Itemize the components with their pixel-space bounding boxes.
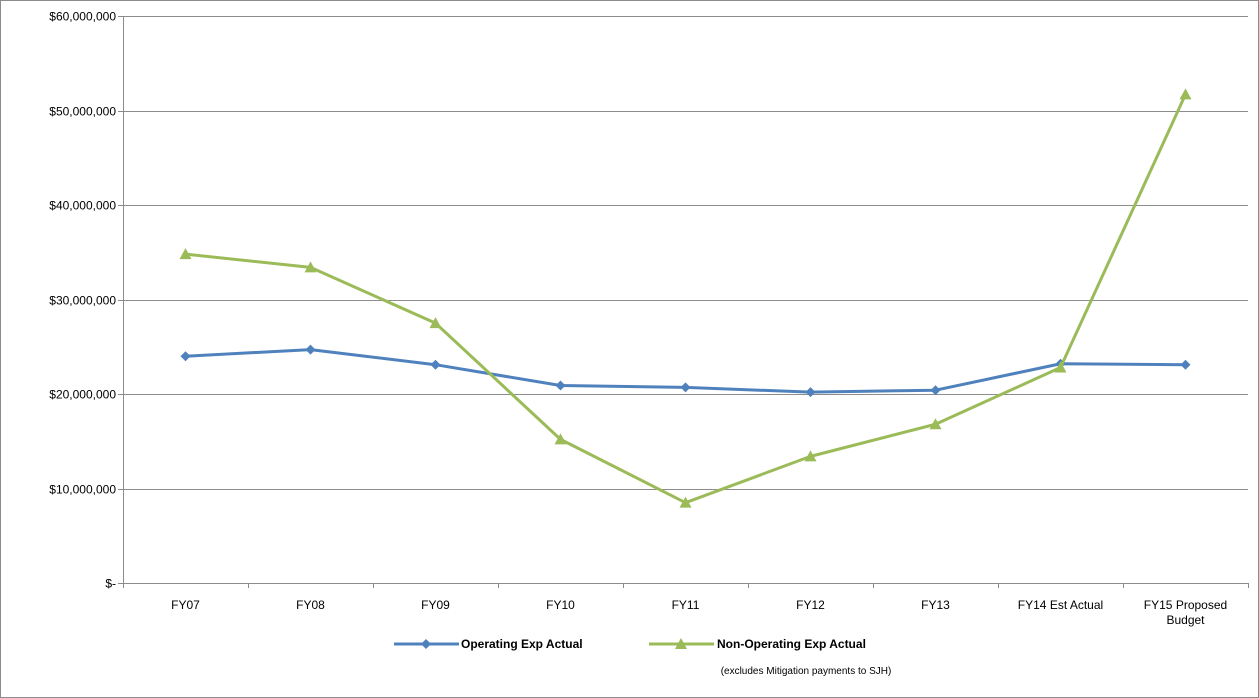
y-tick-label: $20,000,000	[49, 388, 116, 402]
x-tick-label: FY11	[672, 598, 700, 612]
gridlines	[123, 16, 1248, 490]
data-point-non-operating-exp	[1054, 361, 1067, 373]
x-tick-label: FY08	[296, 598, 325, 612]
data-point-non-operating-exp	[804, 450, 817, 462]
axes	[118, 16, 1249, 588]
series-non-operating-exp	[179, 88, 1192, 508]
data-point-non-operating-exp	[929, 418, 942, 430]
data-series	[179, 88, 1192, 508]
legend-footnote: (excludes Mitigation payments to SJH)	[721, 666, 892, 677]
data-point-operating-exp	[1180, 359, 1191, 370]
data-point-non-operating-exp	[304, 261, 317, 273]
data-point-non-operating-exp	[554, 433, 567, 445]
legend-marker-operating-exp	[421, 639, 431, 649]
x-tick-label: FY12	[796, 598, 825, 612]
data-point-operating-exp	[430, 359, 441, 370]
y-tick-label: $50,000,000	[49, 105, 116, 119]
x-tick-label: FY14 Est Actual	[1018, 598, 1103, 612]
legend-marker-non-operating-exp	[675, 638, 687, 649]
y-tick-label: $10,000,000	[49, 483, 116, 497]
x-tick-label: FY07	[171, 598, 200, 612]
x-tick-label: FY09	[421, 598, 450, 612]
legend: Operating Exp Actual Non-Operating Exp Ac…	[394, 637, 866, 651]
legend-label-operating-exp: Operating Exp Actual	[461, 637, 583, 651]
x-axis-tick-labels: FY07 FY08 FY09 FY10 FY11 FY12 FY13 FY14 Est Act…	[171, 598, 1227, 627]
data-point-operating-exp	[555, 380, 566, 391]
data-point-non-operating-exp	[679, 496, 692, 508]
y-tick-label: $60,000,000	[49, 10, 116, 24]
series-operating-exp	[180, 344, 1191, 398]
data-point-operating-exp	[680, 382, 691, 393]
x-tick-label: FY13	[921, 598, 950, 612]
data-point-non-operating-exp	[179, 248, 192, 260]
x-tick-label: FY10	[546, 598, 575, 612]
y-axis-tick-labels: $- $10,000,000 $20,000,000 $30,000,000 $40,0…	[49, 10, 116, 591]
data-point-operating-exp	[305, 344, 316, 355]
y-tick-label: $-	[105, 577, 116, 591]
data-point-operating-exp	[930, 385, 941, 396]
y-tick-label: $30,000,000	[49, 294, 116, 308]
x-tick-label: FY15 Proposed Budget	[1144, 598, 1227, 627]
data-point-non-operating-exp	[1179, 88, 1192, 100]
series-line-non-operating-exp	[185, 93, 1187, 505]
data-point-operating-exp	[180, 351, 191, 362]
data-point-operating-exp	[805, 387, 816, 398]
legend-label-non-operating-exp: Non-Operating Exp Actual	[717, 637, 866, 651]
y-tick-label: $40,000,000	[49, 199, 116, 213]
data-point-non-operating-exp	[429, 317, 442, 329]
